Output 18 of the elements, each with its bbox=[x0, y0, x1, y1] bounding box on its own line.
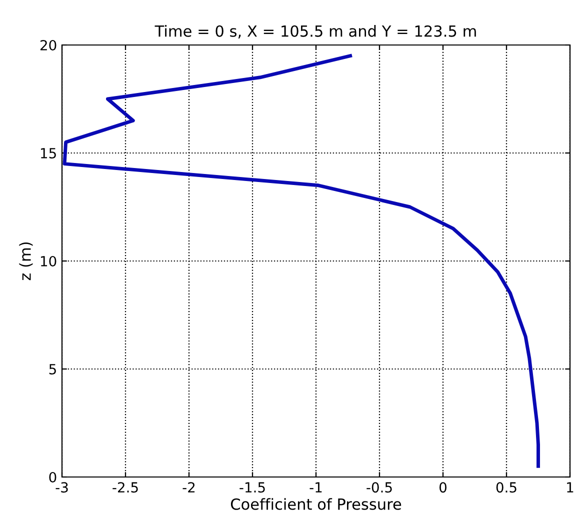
y-tick-label: 0 bbox=[49, 472, 56, 482]
line-series bbox=[62, 54, 540, 468]
x-axis-title: Coefficient of Pressure bbox=[230, 498, 402, 510]
x-tick-label: -1.5 bbox=[240, 482, 265, 493]
x-tick-label: -2.5 bbox=[112, 482, 138, 493]
x-tick-label: 0.5 bbox=[496, 482, 516, 493]
x-tick-label: 0 bbox=[439, 482, 446, 493]
x-tick-label: -3 bbox=[56, 482, 68, 493]
x-tick-label: -1 bbox=[310, 482, 322, 492]
y-axis-title: z (m) bbox=[19, 242, 33, 280]
y-tick-label: 20 bbox=[40, 40, 56, 50]
chart-title: Time = 0 s, X = 105.5 m and Y = 123.5 m bbox=[154, 25, 476, 38]
y-tick-label: 5 bbox=[49, 364, 56, 374]
x-tick-label: -0.5 bbox=[366, 482, 392, 493]
x-tick-label: -2 bbox=[182, 482, 195, 492]
y-tick-label: 10 bbox=[40, 256, 56, 266]
y-tick-label: 15 bbox=[40, 148, 56, 158]
x-tick-label: 1 bbox=[567, 482, 574, 492]
